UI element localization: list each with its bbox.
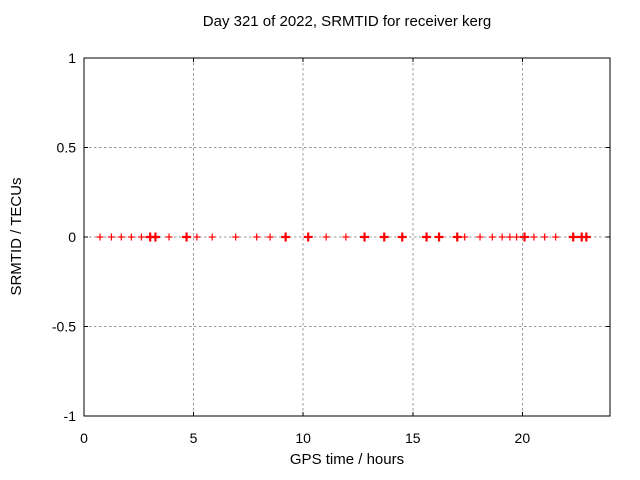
y-tick-label: 1 xyxy=(68,50,76,66)
chart-title: Day 321 of 2022, SRMTID for receiver ker… xyxy=(202,13,492,30)
y-tick-label: 0.5 xyxy=(57,140,77,156)
x-tick-label: 5 xyxy=(190,430,198,446)
y-tick-label: 0 xyxy=(68,229,76,245)
y-tick-label: -0.5 xyxy=(52,319,76,335)
x-axis-label: GPS time / hours xyxy=(289,451,405,468)
y-tick-label: -1 xyxy=(64,408,77,424)
x-tick-label: 15 xyxy=(405,430,421,446)
x-tick-label: 10 xyxy=(295,430,311,446)
x-tick-label: 20 xyxy=(515,430,531,446)
x-tick-label: 0 xyxy=(80,430,88,446)
